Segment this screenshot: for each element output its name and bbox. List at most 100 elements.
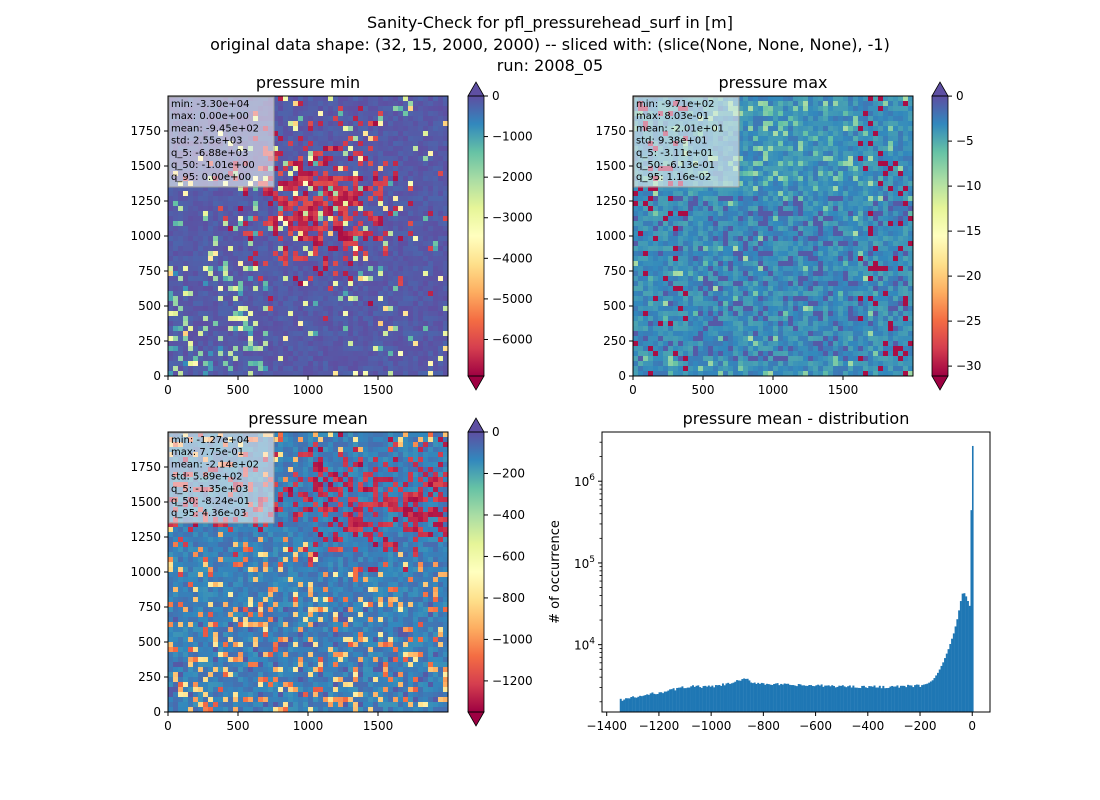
heatmap-cell <box>273 196 279 202</box>
heatmap-cell <box>893 216 899 222</box>
heatmap-cell <box>818 211 824 217</box>
heatmap-cell <box>373 301 379 307</box>
heatmap-cell <box>863 191 869 197</box>
heatmap-cell <box>333 266 339 272</box>
heatmap-cell <box>848 176 854 182</box>
heatmap-cell <box>638 226 644 232</box>
heatmap-cell <box>363 301 369 307</box>
heatmap-cell <box>898 251 904 257</box>
heatmap-cell <box>428 156 434 162</box>
heatmap-cell <box>313 226 319 232</box>
heatmap-cell <box>333 186 339 192</box>
heatmap-cell <box>363 161 369 167</box>
heatmap-cell <box>248 236 254 242</box>
heatmap-cell <box>893 126 899 132</box>
heatmap-cell <box>193 301 199 307</box>
heatmap-cell <box>273 251 279 257</box>
heatmap-cell <box>883 101 889 107</box>
heatmap-cell <box>878 101 884 107</box>
heatmap-cell <box>218 221 224 227</box>
heatmap-cell <box>378 106 384 112</box>
heatmap-cell <box>423 306 429 312</box>
heatmap-cell <box>698 226 704 232</box>
heatmap-cell <box>428 301 434 307</box>
heatmap-cell <box>893 151 899 157</box>
heatmap-cell <box>398 371 404 377</box>
heatmap-cell <box>383 206 389 212</box>
heatmap-cell <box>338 146 344 152</box>
heatmap-cell <box>228 361 234 367</box>
heatmap-cell <box>763 121 769 127</box>
heatmap-cell <box>278 256 284 262</box>
heatmap-cell <box>863 121 869 127</box>
heatmap-cell <box>343 121 349 127</box>
heatmap-cell <box>803 196 809 202</box>
heatmap-cell <box>358 161 364 167</box>
heatmap-cell <box>348 301 354 307</box>
heatmap-cell <box>328 241 334 247</box>
heatmap-cell <box>348 101 354 107</box>
heatmap-cell <box>718 201 724 207</box>
heatmap-cell <box>338 306 344 312</box>
heatmap-cell <box>388 216 394 222</box>
heatmap-cell <box>408 226 414 232</box>
heatmap-cell <box>428 246 434 252</box>
heatmap-cell <box>438 211 444 217</box>
heatmap-cell <box>763 236 769 242</box>
heatmap-cell <box>823 141 829 147</box>
heatmap-cell <box>348 256 354 262</box>
heatmap-cell <box>358 156 364 162</box>
heatmap-cell <box>188 321 194 327</box>
heatmap-cell <box>823 146 829 152</box>
heatmap-cell <box>793 106 799 112</box>
heatmap-cell <box>248 356 254 362</box>
heatmap-cell <box>418 196 424 202</box>
heatmap-cell <box>293 161 299 167</box>
heatmap-cell <box>843 111 849 117</box>
heatmap-cell <box>233 271 239 277</box>
heatmap-cell <box>783 216 789 222</box>
heatmap-cell <box>333 171 339 177</box>
heatmap-cell <box>678 196 684 202</box>
heatmap-cell <box>318 356 324 362</box>
heatmap-cell <box>363 346 369 352</box>
heatmap-cell <box>253 341 259 347</box>
heatmap-cell <box>303 181 309 187</box>
heatmap-cell <box>348 116 354 122</box>
heatmap-cell <box>228 261 234 267</box>
heatmap-cell <box>838 141 844 147</box>
heatmap-cell <box>263 216 269 222</box>
heatmap-cell <box>393 161 399 167</box>
heatmap-cell <box>398 261 404 267</box>
heatmap-cell <box>298 126 304 132</box>
heatmap-cell <box>183 271 189 277</box>
heatmap-cell <box>748 176 754 182</box>
heatmap-cell <box>303 106 309 112</box>
heatmap-cell <box>783 151 789 157</box>
heatmap-cell <box>298 311 304 317</box>
heatmap-cell <box>718 216 724 222</box>
heatmap-cell <box>853 191 859 197</box>
heatmap-cell <box>413 126 419 132</box>
heatmap-cell <box>433 196 439 202</box>
heatmap-cell <box>683 226 689 232</box>
heatmap-cell <box>433 261 439 267</box>
heatmap-cell <box>638 186 644 192</box>
heatmap-cell <box>848 161 854 167</box>
heatmap-cell <box>388 176 394 182</box>
heatmap-cell <box>403 101 409 107</box>
heatmap-cell <box>253 291 259 297</box>
heatmap-cell <box>288 311 294 317</box>
heatmap-cell <box>378 191 384 197</box>
heatmap-cell <box>233 301 239 307</box>
heatmap-cell <box>388 161 394 167</box>
heatmap-cell <box>343 191 349 197</box>
heatmap-cell <box>883 106 889 112</box>
heatmap-cell <box>803 201 809 207</box>
heatmap-cell <box>908 206 914 212</box>
heatmap-cell <box>833 201 839 207</box>
heatmap-cell <box>323 306 329 312</box>
heatmap-cell <box>373 106 379 112</box>
heatmap-cell <box>693 211 699 217</box>
heatmap-cell <box>303 361 309 367</box>
